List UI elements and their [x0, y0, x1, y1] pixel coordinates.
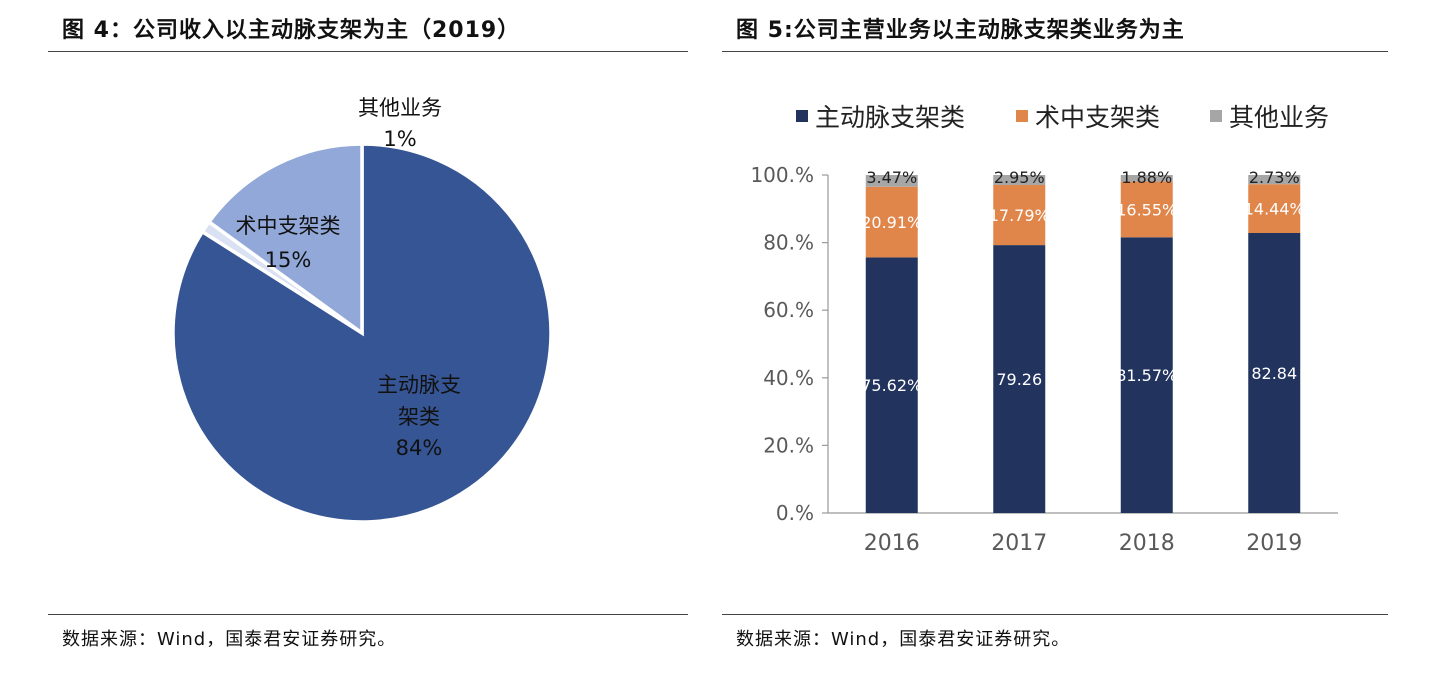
- pie-slice-intraop-stent: [206, 142, 364, 337]
- bar-other-business-2018: [1120, 175, 1173, 182]
- x-tick-label-2016: 2016: [864, 531, 920, 556]
- source-divider: [48, 614, 688, 615]
- bar-figure-title: 图 5:公司主营业务以主动脉支架类业务为主: [736, 18, 1185, 43]
- bar-aortic-stent-2019: [1248, 233, 1301, 513]
- pie-label-aortic-stent-line2: 架类: [398, 405, 440, 429]
- data-label-other-business-2017: 2.95%: [994, 168, 1045, 187]
- source-divider: [722, 614, 1388, 615]
- bar-intraop-stent-2019: [1248, 184, 1301, 234]
- pie-value-intraop-stent: 15%: [265, 248, 312, 272]
- data-label-other-business-2018: 1.88%: [1121, 168, 1172, 187]
- x-tick-label-2019: 2019: [1246, 531, 1302, 556]
- pie-label-intraop-stent: 术中支架类: [236, 214, 341, 238]
- legend-swatch-aortic-stent: [796, 110, 808, 122]
- bar-other-business-2016: [865, 175, 918, 187]
- data-label-other-business-2016: 3.47%: [866, 168, 917, 187]
- legend-label-intraop-stent: 术中支架类: [1035, 103, 1160, 132]
- data-label-aortic-stent-2019: 82.84: [1251, 364, 1297, 383]
- bar-intraop-stent-2017: [993, 184, 1046, 246]
- pie-figure-panel: 图 4：公司收入以主动脉支架为主（2019） 主动脉支架类 84% 其他业务 1% 术中…: [48, 0, 688, 676]
- y-tick-label: 40.%: [763, 366, 814, 390]
- bar-aortic-stent-2016: [865, 257, 918, 513]
- bar-other-business-2019: [1248, 174, 1301, 185]
- x-tick-label-2017: 2017: [991, 531, 1047, 556]
- data-label-intraop-stent-2016: 20.91%: [861, 213, 922, 232]
- bar-intraop-stent-2018: [1120, 181, 1173, 238]
- y-tick-label: 0.%: [776, 501, 814, 525]
- pie-label-other-business: 其他业务: [358, 96, 442, 120]
- x-tick-label-2018: 2018: [1119, 531, 1175, 556]
- bar-source-note: 数据来源：Wind，国泰君安证券研究。: [736, 629, 1071, 650]
- stacked-bar-chart: 主动脉支架类 术中支架类 其他业务 0.% 20.% 40.% 60.% 80.% 100.% 7…: [750, 103, 1338, 556]
- y-tick-label: 60.%: [763, 298, 814, 322]
- data-label-other-business-2019: 2.73%: [1249, 168, 1300, 187]
- bar-aortic-stent-2017: [993, 245, 1046, 513]
- y-tick-label: 20.%: [763, 433, 814, 457]
- bar-aortic-stent-2018: [1120, 237, 1173, 513]
- y-tick-label: 80.%: [763, 231, 814, 255]
- pie-figure-title: 图 4：公司收入以主动脉支架为主（2019）: [62, 18, 521, 43]
- bar-intraop-stent-2016: [865, 186, 918, 258]
- title-divider: [722, 51, 1388, 52]
- pie-source-note: 数据来源：Wind，国泰君安证券研究。: [62, 629, 397, 650]
- pie-value-other-business: 1%: [383, 127, 416, 151]
- data-label-aortic-stent-2017: 79.26: [996, 370, 1042, 389]
- legend-label-aortic-stent: 主动脉支架类: [815, 103, 965, 132]
- pie-label-aortic-stent-line1: 主动脉支: [377, 373, 461, 397]
- title-divider: [48, 51, 688, 52]
- bar-other-business-2017: [993, 175, 1046, 185]
- legend-swatch-intraop-stent: [1016, 110, 1028, 122]
- legend-swatch-other-business: [1210, 110, 1222, 122]
- data-label-aortic-stent-2016: 75.62%: [861, 376, 922, 395]
- data-label-intraop-stent-2018: 16.55%: [1116, 200, 1177, 219]
- legend-label-other-business: 其他业务: [1229, 103, 1329, 132]
- data-label-intraop-stent-2017: 17.79%: [989, 206, 1050, 225]
- data-label-intraop-stent-2019: 14.44%: [1244, 200, 1305, 219]
- y-tick-label: 100.%: [750, 163, 814, 187]
- bar-figure-panel: 图 5:公司主营业务以主动脉支架类业务为主 主动脉支架类 术中支架类 其他业务 0.%…: [722, 0, 1388, 676]
- pie-chart: 主动脉支架类 84% 其他业务 1% 术中支架类 15%: [171, 96, 553, 524]
- data-label-aortic-stent-2018: 81.57%: [1116, 366, 1177, 385]
- pie-value-aortic-stent: 84%: [396, 436, 443, 460]
